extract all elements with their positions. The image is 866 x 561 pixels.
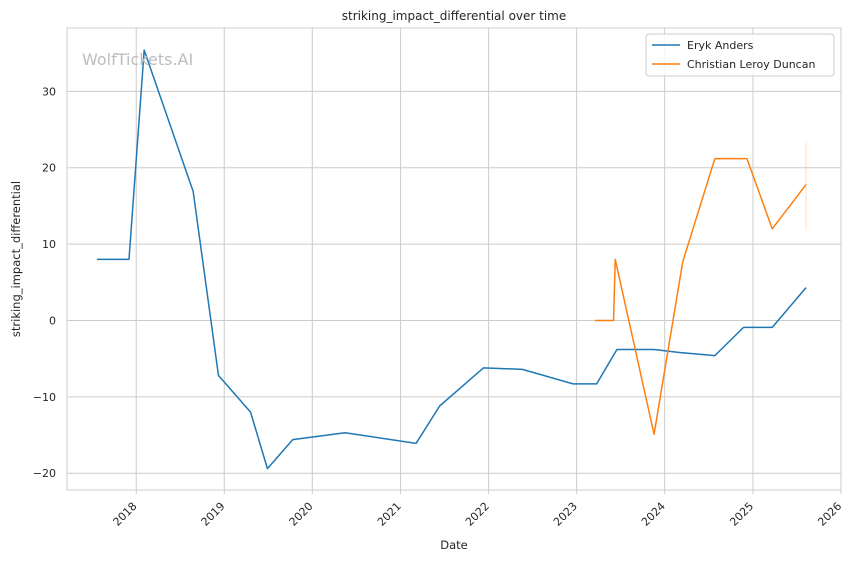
x-tick-label: 2023 [551, 500, 580, 529]
plot-frame [66, 27, 842, 491]
y-tick-label: 30 [42, 85, 56, 98]
series-line [96, 49, 807, 470]
x-tick-label: 2020 [287, 500, 316, 529]
x-tick-label: 2018 [111, 500, 140, 529]
y-tick-label: 10 [42, 238, 56, 251]
watermark: WolfTickets.AI [82, 50, 193, 69]
y-axis-label: striking_impact_differential [9, 181, 23, 337]
legend-label: Christian Leroy Duncan [687, 58, 815, 71]
x-axis-label: Date [440, 538, 468, 552]
x-tick-label: 2025 [727, 500, 756, 529]
series-line [594, 157, 807, 435]
chart-title: striking_impact_differential over time [342, 9, 567, 23]
x-tick-label: 2024 [639, 500, 668, 529]
legend-label: Eryk Anders [687, 39, 754, 52]
series-group [96, 49, 807, 470]
x-tick-label: 2021 [375, 500, 404, 529]
x-tick-label: 2022 [463, 500, 492, 529]
legend-box [645, 33, 835, 77]
y-tick-label: −10 [33, 391, 56, 404]
legend: Eryk Anders Christian Leroy Duncan [645, 33, 835, 77]
x-tick-label: 2019 [199, 500, 228, 529]
y-tick-label: 0 [49, 314, 56, 327]
y-tick-label: −20 [33, 467, 56, 480]
y-tick-label: 20 [42, 162, 56, 175]
plot-area [67, 28, 841, 490]
series-lines [96, 49, 807, 470]
x-tick-label: 2026 [815, 500, 844, 529]
